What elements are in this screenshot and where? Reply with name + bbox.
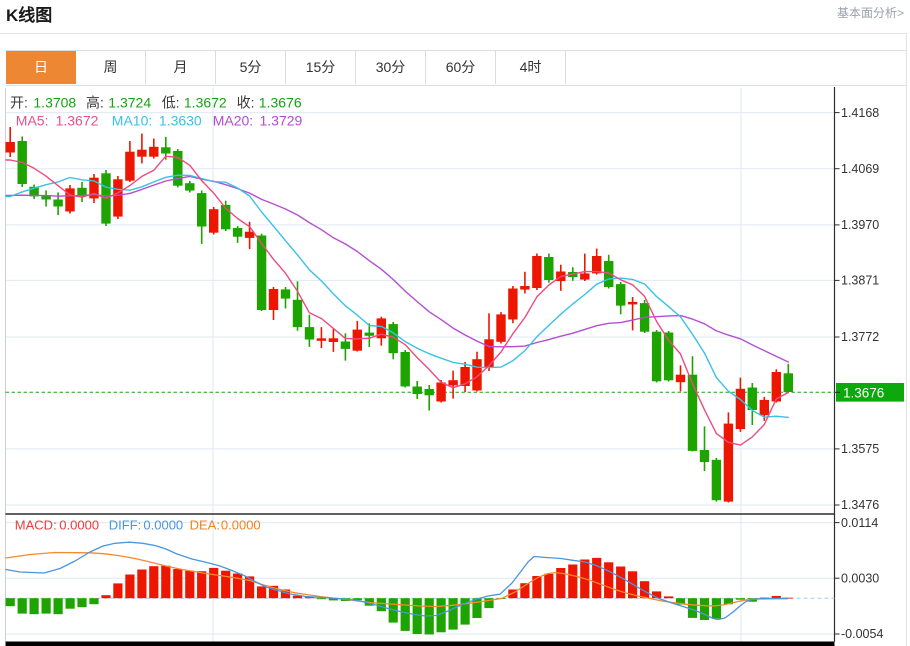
svg-text:1.3630: 1.3630 bbox=[159, 113, 202, 129]
svg-text:1.3772: 1.3772 bbox=[841, 330, 879, 344]
svg-text:1.3575: 1.3575 bbox=[841, 442, 879, 456]
svg-text:高:: 高: bbox=[86, 95, 104, 111]
svg-text:DEA:: DEA: bbox=[190, 518, 220, 533]
svg-text:开:: 开: bbox=[10, 95, 28, 111]
svg-text:MA20:: MA20: bbox=[213, 113, 253, 129]
svg-text:1.3476: 1.3476 bbox=[841, 498, 879, 512]
svg-text:低:: 低: bbox=[162, 95, 180, 111]
svg-text:1.3724: 1.3724 bbox=[108, 95, 151, 111]
svg-text:1.4168: 1.4168 bbox=[841, 106, 879, 120]
svg-text:MA10:: MA10: bbox=[112, 113, 152, 129]
svg-text:1.3871: 1.3871 bbox=[841, 274, 879, 288]
svg-text:MACD:: MACD: bbox=[15, 518, 57, 533]
svg-text:0.0000: 0.0000 bbox=[221, 518, 261, 533]
svg-text:0.0114: 0.0114 bbox=[841, 516, 878, 530]
svg-text:1.3708: 1.3708 bbox=[33, 95, 76, 111]
svg-text:1.3676: 1.3676 bbox=[843, 385, 884, 400]
svg-text:0.0000: 0.0000 bbox=[59, 518, 99, 533]
svg-text:-0.0054: -0.0054 bbox=[841, 627, 883, 641]
svg-text:1.3970: 1.3970 bbox=[841, 218, 879, 232]
svg-text:1.3672: 1.3672 bbox=[184, 95, 227, 111]
svg-text:DIFF:: DIFF: bbox=[109, 518, 142, 533]
svg-text:0.0000: 0.0000 bbox=[143, 518, 183, 533]
svg-text:0.0030: 0.0030 bbox=[841, 571, 879, 585]
svg-text:1.3672: 1.3672 bbox=[56, 113, 99, 129]
svg-text:收:: 收: bbox=[237, 95, 255, 111]
svg-text:1.3729: 1.3729 bbox=[260, 113, 303, 129]
svg-text:1.3676: 1.3676 bbox=[259, 95, 302, 111]
svg-text:1.4069: 1.4069 bbox=[841, 162, 879, 176]
svg-text:MA5:: MA5: bbox=[16, 113, 49, 129]
